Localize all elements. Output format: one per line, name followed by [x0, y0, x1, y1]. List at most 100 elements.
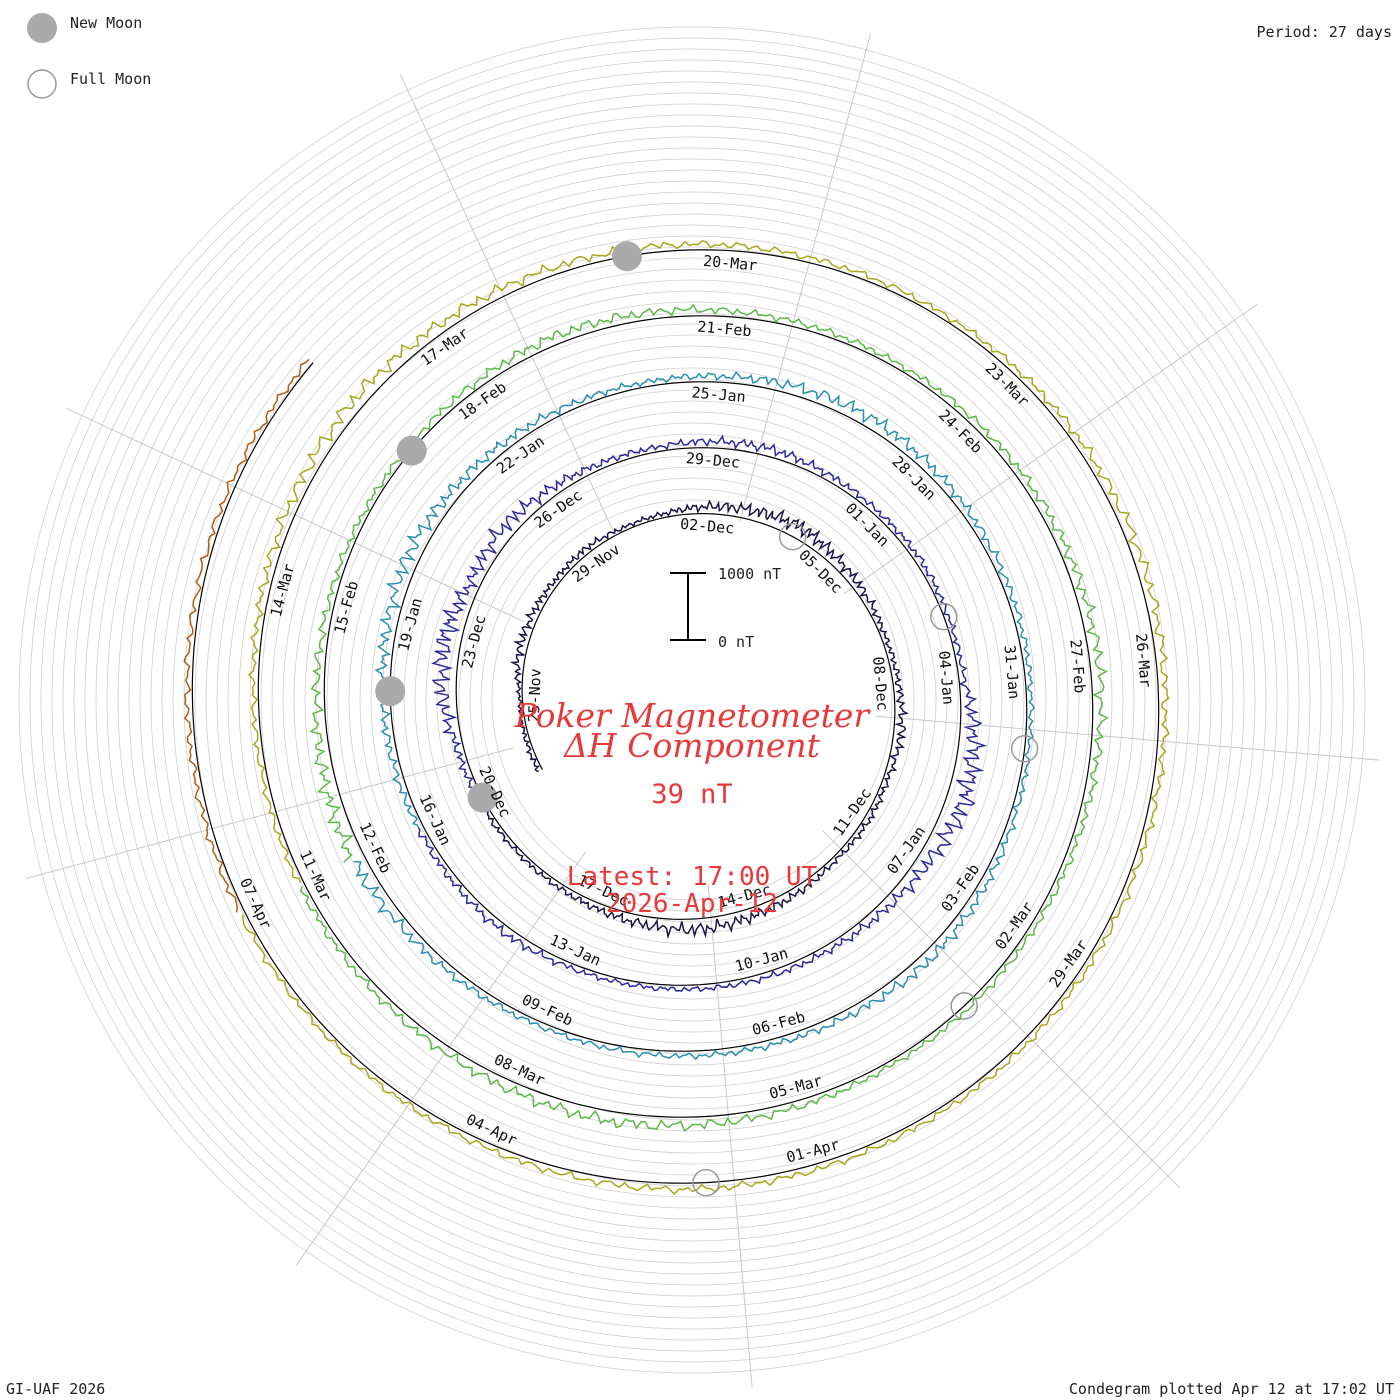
grid-ring — [304, 312, 1080, 1088]
radial-spokes — [25, 33, 1380, 1388]
date-label: 27-Feb — [1066, 638, 1089, 694]
grid-ring — [469, 477, 915, 923]
grid-ring — [128, 136, 1256, 1264]
full-moon-marker — [950, 992, 978, 1020]
grid-ring — [172, 180, 1212, 1220]
grid-ring — [480, 488, 904, 912]
scale-top-label: 1000 nT — [718, 565, 781, 583]
grid-spoke — [739, 33, 872, 522]
grid-ring — [436, 444, 948, 956]
full-moon-legend-icon — [27, 69, 57, 99]
trace-rotation-6 — [183, 358, 310, 913]
date-label: 09-Feb — [519, 991, 576, 1030]
grid-ring — [458, 466, 926, 934]
grid-ring — [62, 70, 1322, 1330]
date-label: 25-Jan — [691, 383, 747, 406]
grid-ring — [194, 202, 1190, 1198]
grid-spoke — [295, 851, 587, 1266]
data-traces — [183, 239, 1170, 1196]
trace-rotation-4 — [300, 303, 1109, 1132]
full-moon-legend-label: Full Moon — [70, 70, 151, 88]
grid-ring — [150, 158, 1234, 1242]
date-label: 15-Feb — [331, 579, 362, 636]
date-label: 10-Jan — [733, 944, 790, 975]
date-label: 29-Dec — [685, 449, 741, 472]
date-label: 19-Jan — [394, 596, 425, 653]
grid-ring — [491, 499, 893, 901]
grid-spoke — [876, 715, 1380, 761]
trace-rotation-1 — [477, 499, 909, 940]
new-moon-marker — [375, 676, 406, 707]
grid-ring — [447, 455, 937, 945]
date-label: 25-Nov — [525, 668, 545, 723]
grid-ring — [29, 37, 1355, 1363]
grid-spoke — [707, 884, 753, 1388]
grid-ring — [348, 356, 1036, 1044]
footer-plotted-time: Condegram plotted Apr 12 at 17:02 UT — [1069, 1380, 1394, 1398]
current-value: 39 nT — [651, 779, 732, 810]
full-moon-marker — [930, 602, 958, 631]
grid-ring — [205, 213, 1179, 1187]
baseline-spiral — [191, 249, 1160, 1184]
date-label: 08-Mar — [491, 1050, 548, 1089]
latest-time: Latest: 17:00 UT — [567, 862, 818, 892]
date-label: 02-Dec — [679, 515, 735, 538]
date-label: 31-Jan — [1001, 644, 1024, 700]
new-moon-marker — [612, 241, 642, 272]
full-moon-marker — [778, 522, 807, 551]
date-label: 20-Mar — [702, 252, 758, 275]
grid-ring — [139, 147, 1245, 1253]
grid-spoke — [399, 74, 615, 533]
new-moon-marker — [467, 782, 498, 813]
trace-rotation-3 — [353, 371, 1035, 1061]
new-moon-marker — [396, 435, 427, 466]
date-label: 04-Jan — [935, 650, 958, 706]
date-label: 11-Mar — [296, 847, 335, 904]
grid-ring — [414, 422, 970, 978]
grid-ring — [95, 103, 1289, 1297]
grid-spoke — [25, 747, 514, 880]
grid-ring — [227, 235, 1157, 1165]
date-label: 12-Feb — [356, 819, 395, 876]
chart-title: Poker Magnetometer — [514, 696, 872, 735]
grid-ring — [73, 81, 1311, 1319]
date-label: 14-Mar — [267, 562, 298, 619]
footer-credit: GI-UAF 2026 — [6, 1380, 105, 1398]
grid-ring — [183, 191, 1201, 1209]
latest-date: 2026-Apr-12 — [606, 889, 778, 919]
scale-bar: 1000 nT 0 nT — [670, 565, 781, 651]
grid-ring — [271, 279, 1113, 1121]
date-label: 05-Mar — [767, 1072, 824, 1103]
grid-ring — [337, 345, 1047, 1055]
new-moon-legend-icon — [27, 13, 57, 43]
date-label: 07-Apr — [236, 875, 275, 932]
grid-ring — [249, 257, 1135, 1143]
date-label: 26-Mar — [1132, 633, 1155, 689]
grid-ring — [117, 125, 1267, 1275]
chart-subtitle: ΔH Component — [562, 726, 821, 765]
grid-ring — [260, 268, 1124, 1132]
grid-rings — [18, 26, 1366, 1374]
grid-ring — [425, 433, 959, 967]
grid-ring — [161, 169, 1223, 1231]
moon-markers — [375, 241, 1039, 1197]
trace-rotation-5 — [241, 239, 1170, 1196]
date-label: 16-Jan — [415, 791, 454, 848]
grid-ring — [106, 114, 1278, 1286]
date-label: 21-Feb — [697, 318, 753, 341]
trace-rotation-2 — [417, 434, 988, 993]
grid-ring — [326, 334, 1058, 1066]
grid-ring — [40, 48, 1344, 1352]
full-moon-marker — [692, 1168, 720, 1197]
grid-ring — [51, 59, 1333, 1341]
date-label: 01-Apr — [784, 1135, 841, 1166]
baseline-spiral-path — [191, 249, 1160, 1184]
new-moon-legend-label: New Moon — [70, 14, 142, 32]
full-moon-marker — [1010, 734, 1039, 763]
grid-ring — [18, 26, 1366, 1374]
grid-spoke — [843, 303, 1258, 595]
grid-ring — [84, 92, 1300, 1308]
grid-spoke — [822, 830, 1181, 1189]
date-label: 08-Dec — [869, 656, 892, 712]
